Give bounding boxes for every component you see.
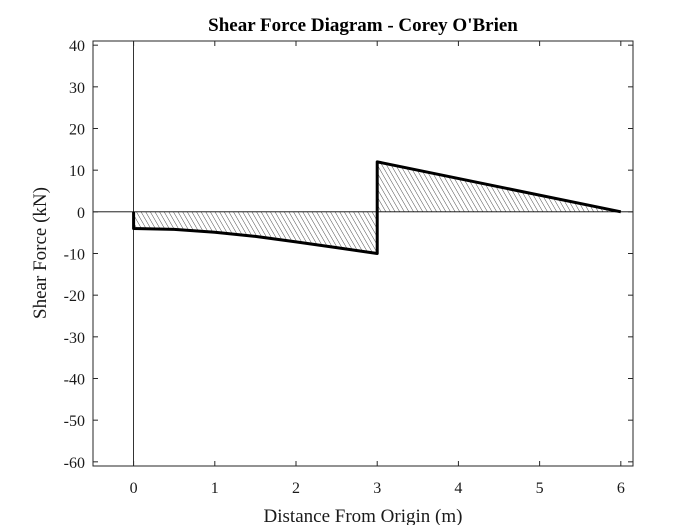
- x-tick-label: 0: [130, 480, 138, 497]
- plot-area: [93, 41, 633, 466]
- y-tick-label: -20: [64, 288, 85, 305]
- chart-title: Shear Force Diagram - Corey O'Brien: [208, 15, 518, 36]
- y-axis-label: Shear Force (kN): [30, 187, 51, 319]
- x-axis-label: Distance From Origin (m): [264, 506, 463, 525]
- x-tick-label: 2: [292, 480, 300, 497]
- x-tick-label: 3: [373, 480, 381, 497]
- axes-frame: [92, 40, 634, 467]
- y-tick-label: 0: [77, 205, 85, 222]
- x-tick-label: 5: [536, 480, 544, 497]
- x-tick-label: 1: [211, 480, 219, 497]
- shear-force-line: [132, 160, 622, 255]
- y-tick-label: 30: [69, 80, 85, 97]
- y-tick-label: -50: [64, 413, 85, 430]
- y-tick-label: -10: [64, 247, 85, 264]
- y-axis-ticks: 40 30 20 10 0 -10 -20 -30 -40 -50 -60: [64, 38, 633, 472]
- y-tick-label: 20: [69, 122, 85, 139]
- y-tick-label: 10: [69, 163, 85, 180]
- x-axis-ticks: 0 1 2 3 4 5 6: [130, 41, 625, 497]
- y-tick-label: -60: [64, 455, 85, 472]
- x-tick-label: 6: [617, 480, 625, 497]
- x-tick-label: 4: [454, 480, 462, 497]
- y-tick-label: 40: [69, 38, 85, 55]
- y-tick-label: -40: [64, 372, 85, 389]
- y-tick-label: -30: [64, 330, 85, 347]
